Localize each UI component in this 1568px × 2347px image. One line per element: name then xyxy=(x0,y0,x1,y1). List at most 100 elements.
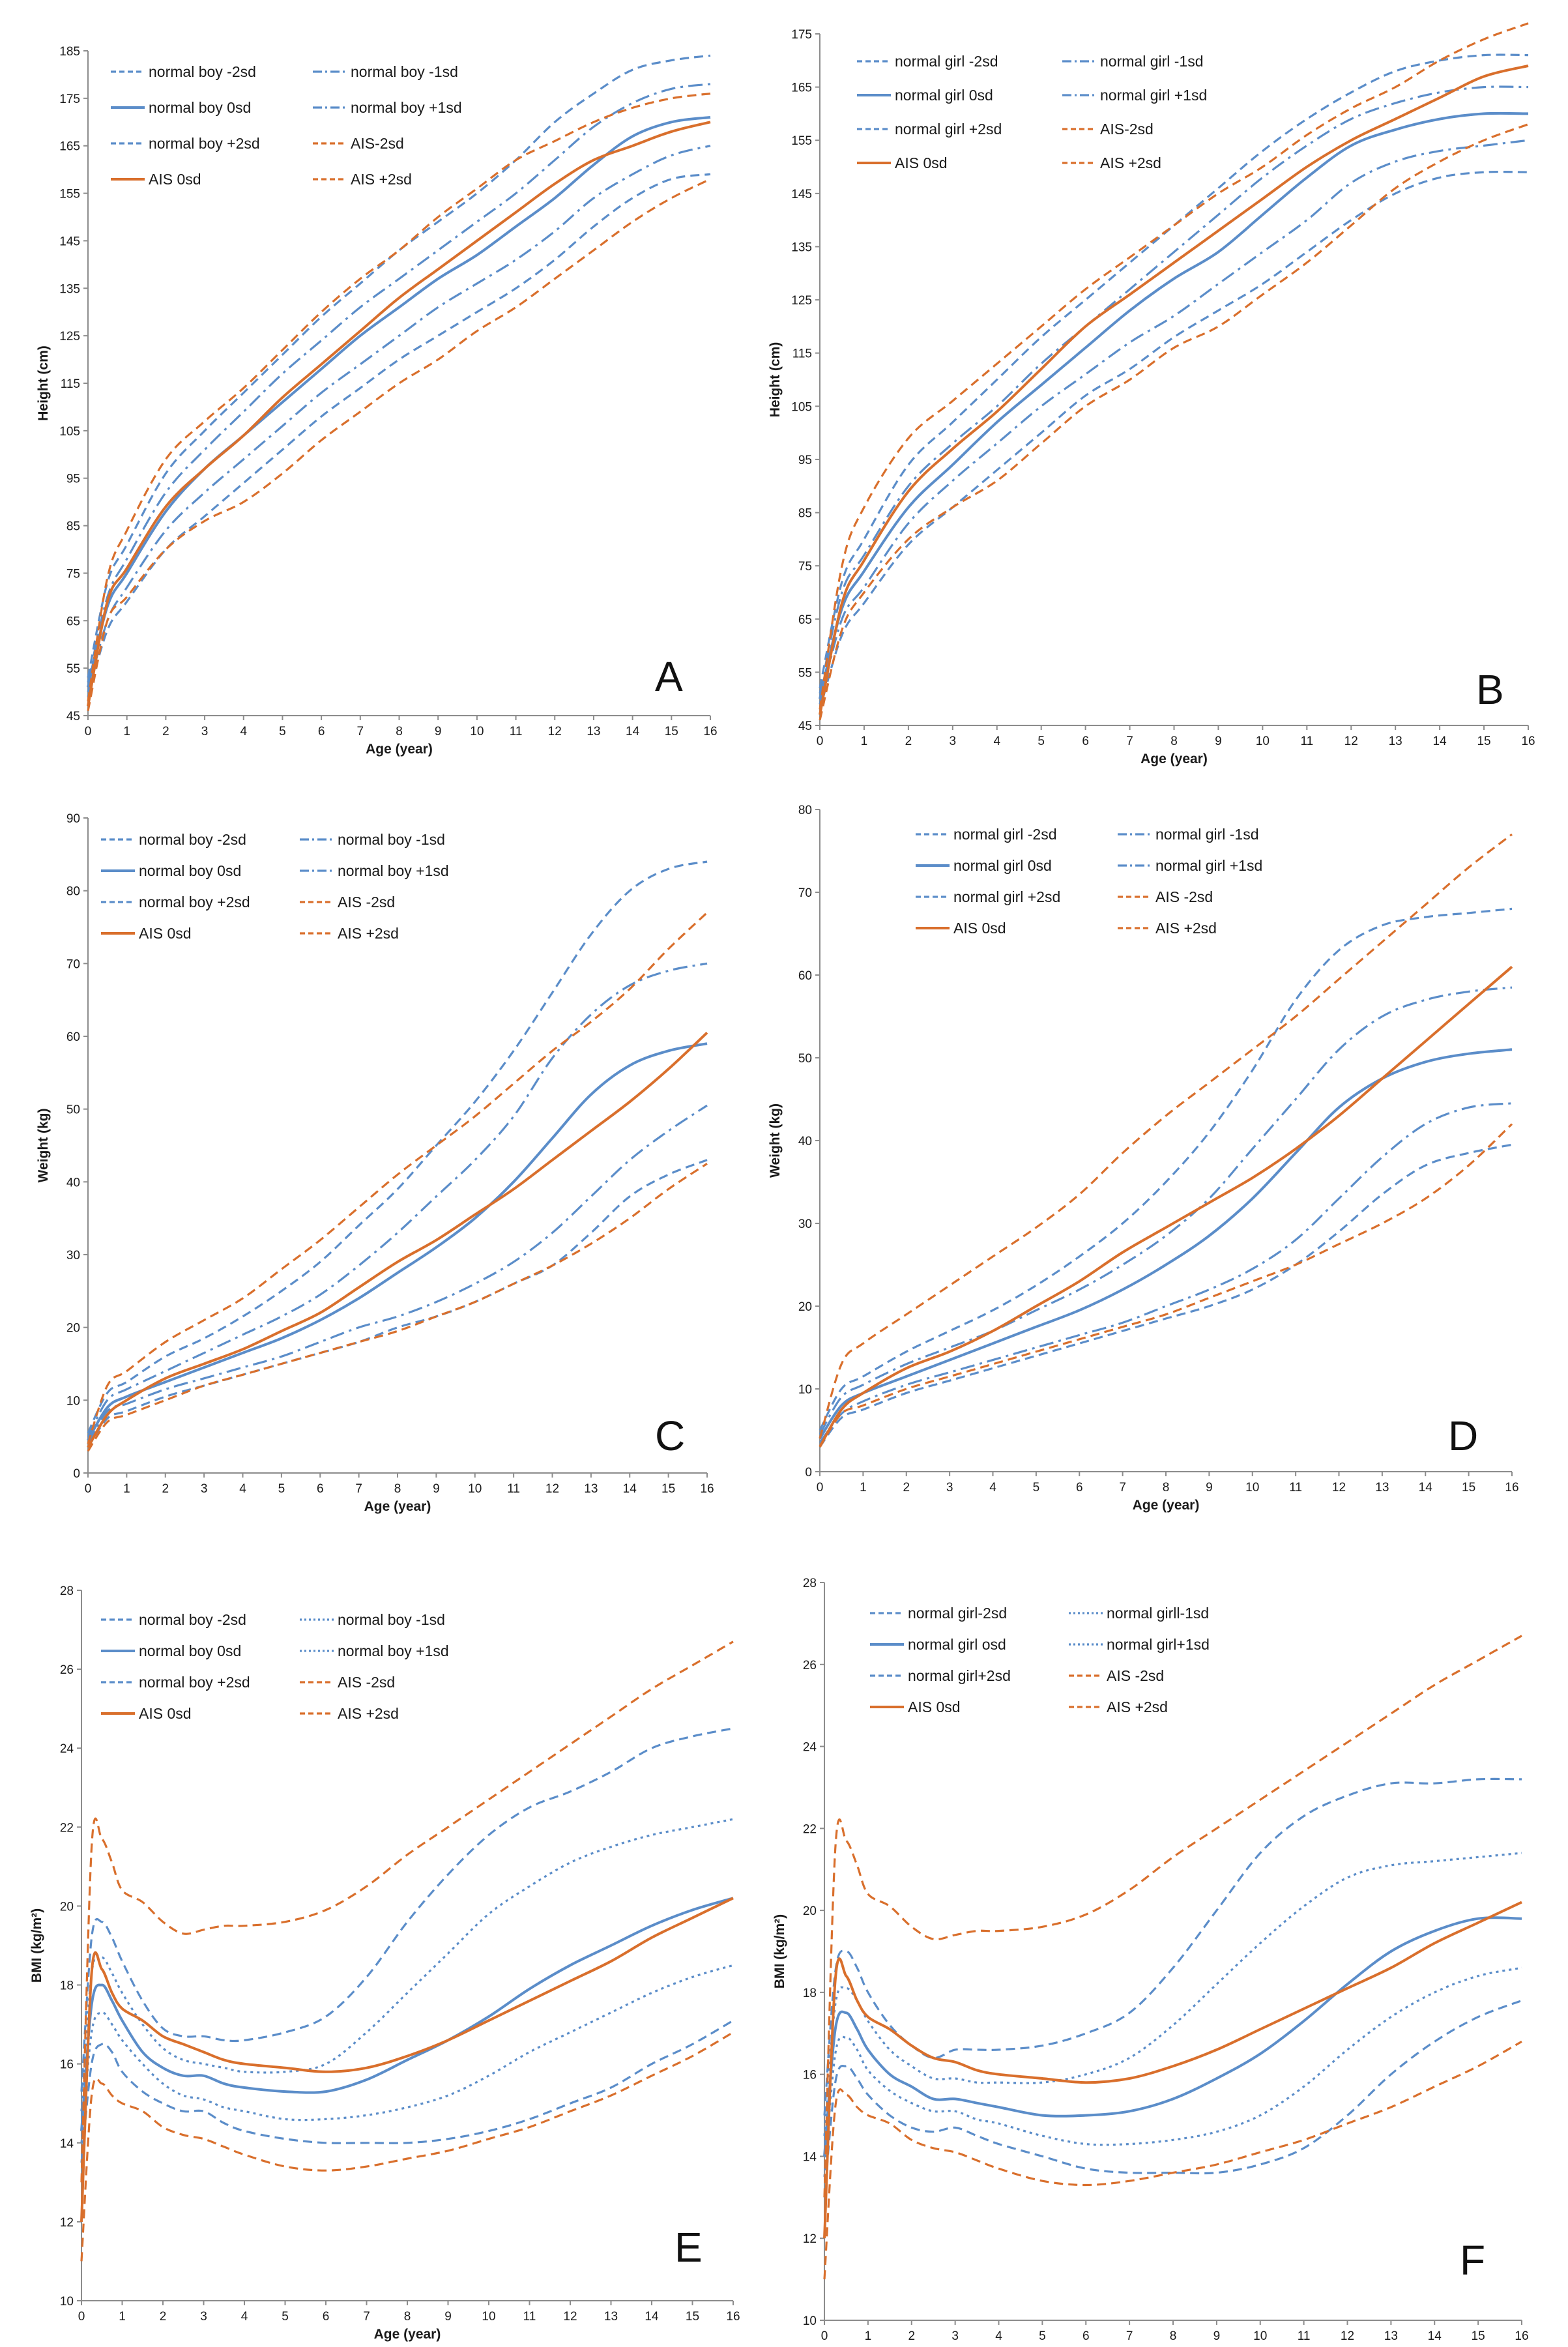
legend-label: AIS -2sd xyxy=(338,894,395,911)
x-tick-label: 4 xyxy=(989,1481,996,1494)
legend-label: normal girl -2sd xyxy=(953,826,1057,843)
x-tick-label: 1 xyxy=(119,2310,126,2324)
y-tick-label: 95 xyxy=(66,473,80,486)
legend-label: AIS -2sd xyxy=(338,1674,395,1691)
legend-label: normal boy +2sd xyxy=(139,894,250,911)
x-tick-label: 8 xyxy=(396,725,403,738)
legend-label: AIS 0sd xyxy=(139,1705,192,1722)
y-tick-label: 55 xyxy=(66,662,80,676)
y-tick-label: 165 xyxy=(59,140,80,154)
y-tick-label: 28 xyxy=(60,1584,74,1598)
y-tick-label: 30 xyxy=(798,1217,812,1231)
x-tick-label: 5 xyxy=(282,2310,289,2324)
y-tick-label: 0 xyxy=(73,1467,80,1481)
legend-label: normal boy +2sd xyxy=(149,135,260,152)
y-axis-title: BMI (kg/m²) xyxy=(772,1914,787,1989)
legend: normal boy -2sd normal boy -1sd normal boy… xyxy=(101,831,449,942)
y-tick-label: 10 xyxy=(798,1383,812,1397)
y-tick-label: 135 xyxy=(791,241,812,254)
series-line-ais-0sd xyxy=(819,65,1529,716)
series-line-ais-2sd xyxy=(819,123,1529,721)
x-axis-title: Age (year) xyxy=(364,1499,431,1514)
x-tick-label: 4 xyxy=(240,725,247,738)
legend: normal boy -2sd normal boy -1sd normal boy… xyxy=(111,63,462,188)
x-tick-label: 7 xyxy=(1119,1481,1126,1494)
y-tick-label: 60 xyxy=(66,1030,80,1044)
y-tick-label: 20 xyxy=(803,1904,817,1918)
series-line-normal-girl-1sd xyxy=(819,85,1529,694)
x-tick-label: 7 xyxy=(355,1482,362,1496)
series-line-normal-girl-2sd xyxy=(819,53,1529,689)
y-tick-label: 16 xyxy=(803,2069,817,2082)
x-tick-label: 8 xyxy=(1170,2329,1177,2343)
y-tick-label: 45 xyxy=(66,710,80,723)
y-tick-label: 115 xyxy=(792,347,812,361)
x-tick-label: 13 xyxy=(604,2310,618,2324)
series-line-ais-0sd xyxy=(819,965,1513,1448)
x-tick-label: 11 xyxy=(523,2310,536,2324)
x-tick-label: 13 xyxy=(584,1482,598,1496)
y-axis-title: Weight (kg) xyxy=(768,1103,783,1178)
x-tick-label: 12 xyxy=(1344,735,1358,748)
y-tick-label: 75 xyxy=(798,560,812,574)
x-tick-label: 4 xyxy=(241,2310,248,2324)
legend-label: normal girl -1sd xyxy=(1100,53,1204,70)
legend-label: AIS +2sd xyxy=(1155,920,1217,937)
legend-label: normal boy -1sd xyxy=(338,831,445,848)
legend-label: normal girl-2sd xyxy=(908,1605,1007,1622)
legend-label: normal girl -1sd xyxy=(1155,826,1259,843)
x-tick-label: 6 xyxy=(318,725,325,738)
y-tick-label: 175 xyxy=(59,93,80,106)
x-tick-label: 7 xyxy=(363,2310,370,2324)
y-tick-label: 80 xyxy=(66,885,80,899)
y-tick-label: 70 xyxy=(798,886,812,900)
series-line-normal-boy-1sd xyxy=(87,145,711,693)
series-line-normal-boy-1sd xyxy=(80,1818,734,2112)
legend-label: normal boy +2sd xyxy=(139,1674,250,1691)
legend-label: normal boy +1sd xyxy=(338,1642,449,1659)
series-line-ais-2sd xyxy=(819,1123,1513,1448)
series-line-normal-girll-1sd xyxy=(823,1966,1522,2178)
panel-letter: C xyxy=(655,1412,685,1459)
legend-label: normal girl +1sd xyxy=(1100,87,1207,104)
x-tick-label: 8 xyxy=(1170,735,1178,748)
x-tick-label: 0 xyxy=(78,2310,85,2324)
x-tick-label: 1 xyxy=(123,1482,130,1496)
y-tick-label: 40 xyxy=(798,1135,812,1148)
x-tick-label: 12 xyxy=(545,1482,559,1496)
series-line-ais-2sd xyxy=(87,178,711,712)
y-tick-label: 55 xyxy=(798,666,812,680)
series-line-normal-boy-1sd xyxy=(87,83,711,683)
x-tick-label: 14 xyxy=(1428,2329,1442,2343)
y-tick-label: 10 xyxy=(60,2295,74,2309)
x-tick-label: 2 xyxy=(908,2329,915,2343)
y-tick-label: 24 xyxy=(60,1742,74,1756)
legend-label: AIS +2sd xyxy=(351,171,412,188)
x-tick-label: 0 xyxy=(85,725,92,738)
x-tick-label: 8 xyxy=(404,2310,411,2324)
x-tick-label: 3 xyxy=(951,2329,959,2343)
y-tick-label: 145 xyxy=(791,188,812,201)
y-tick-label: 105 xyxy=(791,400,812,414)
y-tick-label: 40 xyxy=(66,1176,80,1189)
x-tick-label: 15 xyxy=(661,1482,675,1496)
legend-label: normal girl+1sd xyxy=(1107,1636,1210,1653)
panel-letter: E xyxy=(675,2224,703,2271)
y-tick-label: 105 xyxy=(59,425,80,439)
x-tick-label: 11 xyxy=(507,1482,520,1496)
x-tick-label: 6 xyxy=(1076,1481,1083,1494)
series-line-normal-girl-2sd xyxy=(819,170,1529,710)
x-tick-label: 6 xyxy=(1082,735,1089,748)
series-line-ais-2sd xyxy=(80,2031,734,2262)
y-tick-label: 20 xyxy=(66,1322,80,1335)
legend-label: AIS-2sd xyxy=(351,135,404,152)
x-axis-title: Age (year) xyxy=(366,742,433,757)
y-tick-label: 125 xyxy=(791,294,812,308)
x-tick-label: 12 xyxy=(563,2310,577,2324)
series-line-normal-boy-2sd xyxy=(87,860,708,1434)
series-line-normal-boy-2sd xyxy=(87,173,711,697)
panel-letter: A xyxy=(655,653,683,700)
x-tick-label: 3 xyxy=(201,1482,208,1496)
x-tick-label: 9 xyxy=(1206,1481,1213,1494)
